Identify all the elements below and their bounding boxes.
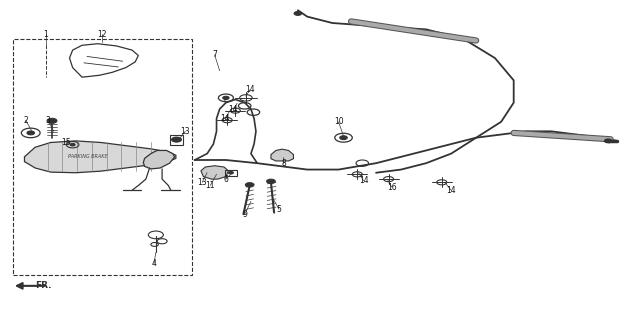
Text: 1: 1 (43, 30, 48, 39)
Text: 2: 2 (23, 116, 28, 125)
Text: 14: 14 (446, 186, 456, 195)
Text: FR.: FR. (35, 281, 51, 290)
Bar (170, 134, 183, 145)
Text: 14: 14 (245, 85, 255, 94)
Polygon shape (271, 149, 293, 161)
Circle shape (27, 131, 34, 135)
Text: 13: 13 (181, 127, 190, 136)
Circle shape (245, 183, 254, 187)
Polygon shape (201, 166, 228, 179)
Text: 4: 4 (152, 259, 156, 268)
Text: 6: 6 (223, 175, 228, 184)
Bar (224, 170, 237, 176)
Text: 14: 14 (359, 176, 368, 185)
Circle shape (228, 172, 233, 174)
Text: 13: 13 (198, 178, 207, 187)
Text: 7: 7 (212, 50, 217, 59)
Circle shape (340, 136, 347, 140)
Text: 15: 15 (61, 138, 71, 147)
Circle shape (604, 139, 612, 143)
Text: PARKING BRAKE: PARKING BRAKE (68, 154, 108, 159)
Polygon shape (24, 141, 176, 173)
Text: 10: 10 (334, 117, 344, 126)
Circle shape (47, 118, 57, 123)
Circle shape (266, 179, 275, 184)
Text: 5: 5 (277, 205, 282, 214)
Text: 14: 14 (220, 114, 229, 123)
Text: 12: 12 (97, 30, 107, 39)
Circle shape (223, 96, 229, 100)
Text: 11: 11 (206, 181, 215, 190)
Text: 14: 14 (229, 105, 238, 114)
Text: 8: 8 (281, 159, 286, 168)
Text: 9: 9 (242, 210, 247, 219)
Text: 16: 16 (387, 183, 396, 192)
Circle shape (70, 143, 75, 146)
Text: 3: 3 (45, 116, 50, 125)
Bar (13, 39, 191, 275)
Circle shape (172, 137, 181, 142)
Polygon shape (144, 150, 174, 169)
Circle shape (294, 12, 302, 15)
